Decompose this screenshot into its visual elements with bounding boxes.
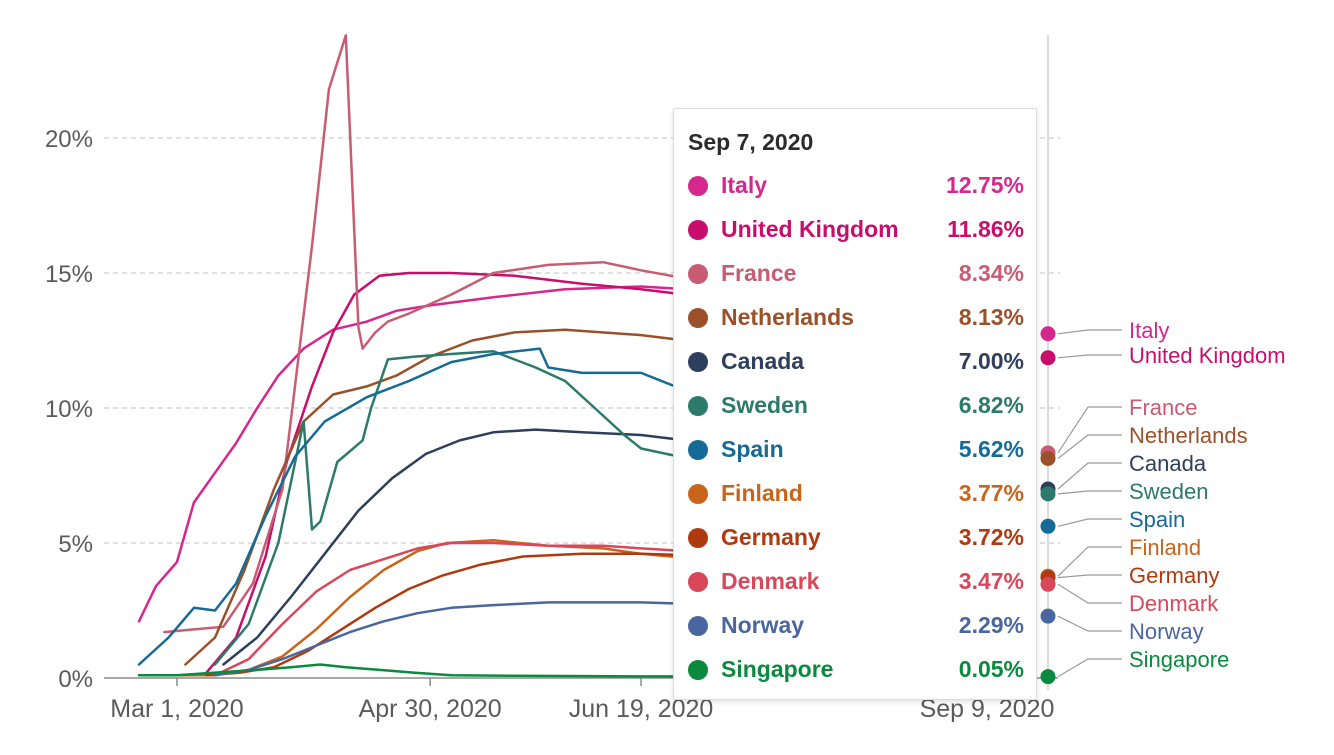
tooltip-series-name: Spain	[721, 436, 784, 462]
x-tick-label: Mar 1, 2020	[110, 695, 243, 723]
tooltip-series-name: United Kingdom	[721, 216, 899, 242]
series-color-dot	[688, 308, 708, 328]
y-tick-label: 5%	[58, 531, 93, 558]
end-label-leader	[1057, 490, 1122, 495]
tooltip-row: France 8.34%	[688, 259, 1024, 289]
tooltip-row: United Kingdom 11.86%	[688, 215, 1024, 245]
tooltip-series-value: 3.47%	[958, 568, 1024, 594]
tooltip-series-value: 5.62%	[958, 436, 1024, 462]
end-label-leader	[1057, 518, 1122, 527]
tooltip-series-value: 7.00%	[958, 348, 1024, 374]
end-dot	[1040, 518, 1056, 534]
tooltip-series-name: Denmark	[721, 568, 820, 594]
end-label: Singapore	[1129, 647, 1229, 672]
end-dot	[1040, 486, 1056, 502]
tooltip-row: Spain 5.62%	[688, 435, 1024, 465]
end-label: Italy	[1129, 318, 1169, 343]
end-label: United Kingdom	[1129, 343, 1286, 368]
tooltip-row: Germany 3.72%	[688, 523, 1024, 553]
tooltip-series-name: Sweden	[721, 392, 808, 418]
end-dot	[1040, 326, 1056, 342]
end-label: Spain	[1129, 507, 1185, 532]
series-color-dot	[688, 616, 708, 636]
x-tick-label: Apr 30, 2020	[359, 695, 502, 723]
y-tick-label: 0%	[58, 666, 93, 693]
end-label: Finland	[1129, 535, 1201, 560]
end-label: Canada	[1129, 451, 1207, 476]
tooltip-series-name: Finland	[721, 480, 803, 506]
y-tick-label: 15%	[45, 261, 93, 288]
end-label: Denmark	[1129, 591, 1219, 616]
end-label: Sweden	[1129, 479, 1209, 504]
tooltip-series-name: Singapore	[721, 656, 834, 682]
tooltip-series-value: 2.29%	[958, 612, 1024, 638]
end-label: France	[1129, 395, 1197, 420]
tooltip-series-value: 6.82%	[958, 392, 1024, 418]
end-dot	[1040, 350, 1056, 366]
series-color-dot	[688, 396, 708, 416]
end-dot	[1040, 608, 1056, 624]
tooltip-row: Sweden 6.82%	[688, 391, 1024, 421]
tooltip-series-value: 3.72%	[958, 524, 1024, 550]
tooltip-series-name: Norway	[721, 612, 805, 638]
tooltip-series-value: 3.77%	[958, 480, 1024, 506]
end-label-leader	[1057, 329, 1122, 335]
y-tick-label: 10%	[45, 396, 93, 423]
tooltip-series-name: Netherlands	[721, 304, 854, 330]
end-dot	[1040, 669, 1056, 685]
end-label-leader	[1057, 615, 1122, 632]
tooltip-series-value: 11.86%	[947, 216, 1024, 242]
end-label-leader	[1057, 546, 1122, 577]
end-label-leader	[1057, 434, 1122, 459]
end-dot	[1040, 576, 1056, 592]
end-dot	[1040, 450, 1056, 466]
tooltip-series-value: 0.05%	[958, 656, 1024, 682]
series-line-singapore	[137, 663, 989, 678]
tooltip-row: Italy 12.75%	[688, 171, 1024, 201]
series-color-dot	[688, 484, 708, 504]
y-axis-ticks: 0% 5% 10% 15% 20%	[45, 126, 93, 693]
tooltip-row: Singapore 0.05%	[688, 655, 1024, 685]
end-label-leader	[1057, 354, 1122, 359]
series-color-dot	[688, 352, 708, 372]
series-color-dot	[688, 220, 708, 240]
tooltip-row: Finland 3.77%	[688, 479, 1024, 509]
tooltip-series-value: 8.13%	[958, 304, 1024, 330]
series-color-dot	[688, 440, 708, 460]
end-label-leader	[1057, 574, 1122, 579]
series-color-dot	[688, 572, 708, 592]
hover-tooltip: Sep 7, 2020 Italy 12.75% United Kingdom 11.…	[673, 108, 1037, 700]
tooltip-series-name: Germany	[721, 524, 821, 550]
tooltip-series-name: France	[721, 260, 797, 286]
series-color-dot	[688, 264, 708, 284]
series-color-dot	[688, 176, 708, 196]
tooltip-row: Netherlands 8.13%	[688, 303, 1024, 333]
series-color-dot	[688, 528, 708, 548]
tooltip-series-name: Canada	[721, 348, 805, 374]
end-label-leader	[1057, 583, 1122, 604]
series-color-dot	[688, 660, 708, 680]
tooltip-row: Denmark 3.47%	[688, 567, 1024, 597]
end-label: Germany	[1129, 563, 1219, 588]
tooltip-series-name: Italy	[721, 172, 768, 198]
y-tick-label: 20%	[45, 126, 93, 153]
end-label: Norway	[1129, 619, 1204, 644]
end-label-leader	[1057, 462, 1122, 490]
end-label: Netherlands	[1129, 423, 1248, 448]
tooltip-series-value: 12.75%	[945, 172, 1024, 198]
tooltip-series-value: 8.34%	[958, 260, 1024, 286]
tooltip-row: Canada 7.00%	[688, 347, 1024, 377]
tooltip-date: Sep 7, 2020	[688, 129, 814, 155]
tooltip-row: Norway 2.29%	[688, 611, 1024, 641]
end-label-leader	[1057, 658, 1122, 678]
end-label-leader	[1057, 406, 1122, 454]
